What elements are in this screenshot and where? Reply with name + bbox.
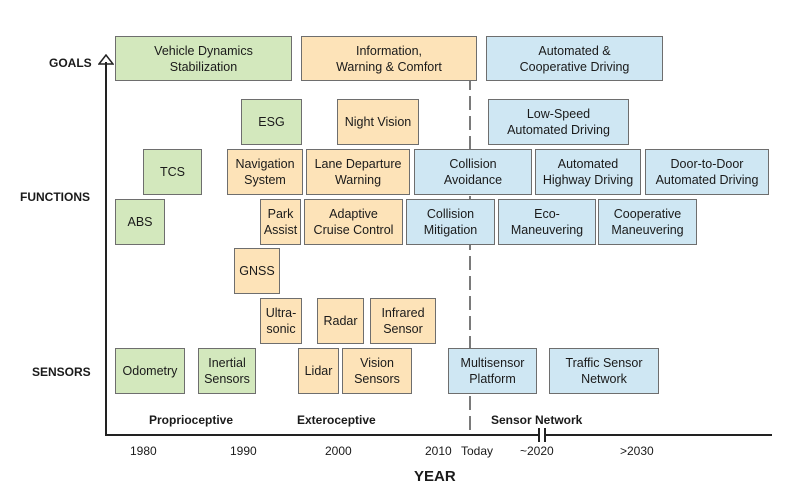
x-axis-title: YEAR: [414, 468, 456, 485]
x-axis-line: [105, 434, 772, 436]
x-tick-1990: 1990: [230, 444, 257, 458]
row-label-goals: GOALS: [49, 56, 92, 70]
function-navigation: Navigation System: [227, 149, 303, 195]
function-night-vision: Night Vision: [337, 99, 419, 145]
function-low-speed: Low-Speed Automated Driving: [488, 99, 629, 145]
function-eco-maneuvering: Eco- Maneuvering: [498, 199, 596, 245]
group-label-exteroceptive: Exteroceptive: [297, 413, 376, 427]
x-tick-2030: >2030: [620, 444, 654, 458]
y-axis-line: [105, 62, 107, 436]
function-cooperative-maneuvering: Cooperative Maneuvering: [598, 199, 697, 245]
sensor-lidar: Lidar: [298, 348, 339, 394]
goal-information-warning: Information, Warning & Comfort: [301, 36, 477, 81]
goal-vehicle-dynamics: Vehicle Dynamics Stabilization: [115, 36, 292, 81]
sensor-vision: Vision Sensors: [342, 348, 412, 394]
function-lane-departure: Lane Departure Warning: [306, 149, 410, 195]
sensor-gnss: GNSS: [234, 248, 280, 294]
function-automated-highway: Automated Highway Driving: [535, 149, 641, 195]
function-door-to-door: Door-to-Door Automated Driving: [645, 149, 769, 195]
sensor-ultrasonic: Ultra- sonic: [260, 298, 302, 344]
x-tick-2000: 2000: [325, 444, 352, 458]
function-abs: ABS: [115, 199, 165, 245]
sensor-inertial: Inertial Sensors: [198, 348, 256, 394]
sensor-traffic-network: Traffic Sensor Network: [549, 348, 659, 394]
function-adaptive-cruise: Adaptive Cruise Control: [304, 199, 403, 245]
group-label-proprioceptive: Proprioceptive: [149, 413, 234, 427]
axis-break-icon: [538, 428, 546, 442]
group-label-sensor-network: Sensor Network: [491, 413, 583, 427]
y-axis-arrow-icon: [98, 54, 114, 65]
row-label-sensors: SENSORS: [32, 365, 91, 379]
sensor-odometry: Odometry: [115, 348, 185, 394]
function-collision-mitigation: Collision Mitigation: [406, 199, 495, 245]
x-tick-1980: 1980: [130, 444, 157, 458]
x-tick-today: Today: [461, 444, 494, 458]
axis-break-mask: [539, 430, 545, 440]
goal-automated-cooperative: Automated & Cooperative Driving: [486, 36, 663, 81]
function-park-assist: Park Assist: [260, 199, 301, 245]
x-tick-2010: 2010: [425, 444, 452, 458]
function-collision-avoidance: Collision Avoidance: [414, 149, 532, 195]
sensor-multisensor: Multisensor Platform: [448, 348, 537, 394]
row-label-functions: FUNCTIONS: [20, 190, 90, 204]
x-tick-2020: ~2020: [520, 444, 554, 458]
sensor-infrared: Infrared Sensor: [370, 298, 436, 344]
function-tcs: TCS: [143, 149, 202, 195]
function-esg: ESG: [241, 99, 302, 145]
sensor-radar: Radar: [317, 298, 364, 344]
